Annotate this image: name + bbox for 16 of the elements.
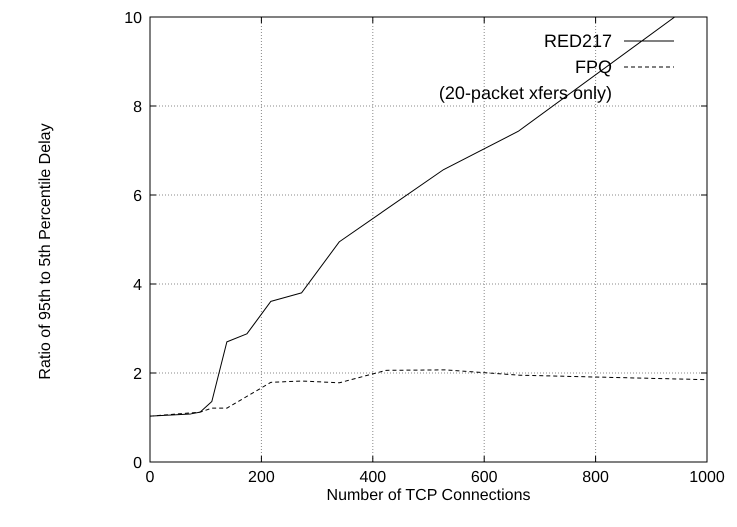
y-tick-label: 2 [133,366,142,383]
x-tick-label: 0 [146,469,155,486]
x-tick-label: 1000 [689,469,725,486]
y-tick-label: 8 [133,99,142,116]
x-axis-title: Number of TCP Connections [326,487,530,504]
y-axis-title: Ratio of 95th to 5th Percentile Delay [37,123,54,380]
x-tick-label: 800 [582,469,610,486]
x-tick-label: 400 [359,469,386,486]
legend-label: RED217 [544,31,612,51]
y-tick-label: 10 [124,10,142,27]
x-tick-label: 200 [248,469,275,486]
y-tick-label: 6 [133,188,142,205]
x-tick-label: 600 [470,469,498,486]
y-tick-label: 0 [133,455,142,472]
y-tick-label: 4 [133,277,142,294]
annotation: (20-packet xfers only) [438,83,612,103]
